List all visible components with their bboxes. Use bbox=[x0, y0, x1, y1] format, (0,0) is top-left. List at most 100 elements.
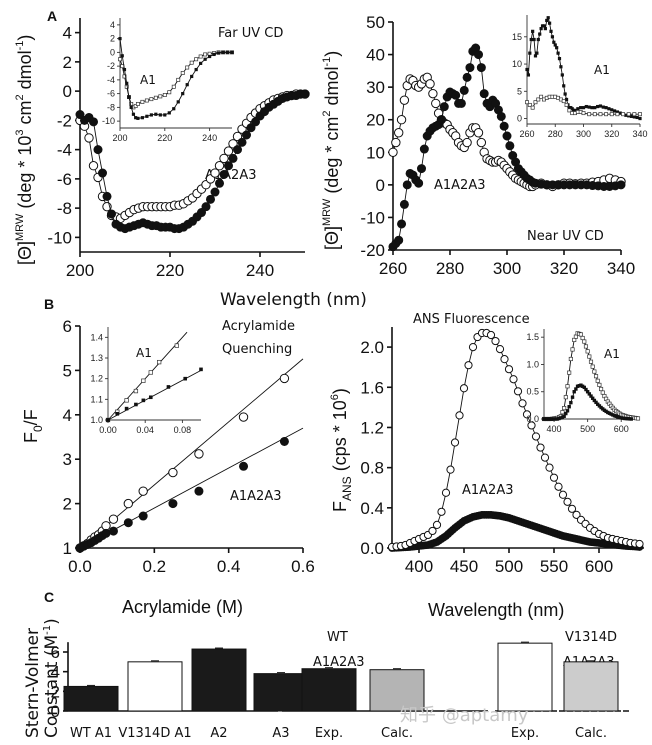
y-tick-label: 5 bbox=[517, 86, 522, 96]
data-point bbox=[527, 102, 532, 107]
data-point bbox=[504, 365, 514, 374]
data-point bbox=[609, 112, 614, 117]
sv-group3-label-line1: V1314D bbox=[565, 630, 617, 645]
data-point bbox=[529, 37, 533, 42]
data-point bbox=[446, 465, 455, 474]
data-point bbox=[565, 384, 570, 389]
near-uv-cd-ylabel: [Θ]MRW (deg * cm2 dmol-1) bbox=[321, 51, 342, 250]
data-point bbox=[233, 145, 243, 155]
data-point bbox=[199, 367, 203, 372]
data-point bbox=[107, 209, 117, 219]
data-point bbox=[549, 473, 559, 482]
data-point bbox=[203, 52, 208, 57]
y-tick-label: -6 bbox=[107, 89, 115, 99]
data-point bbox=[98, 168, 108, 178]
ylabel-close: ) bbox=[15, 35, 35, 41]
y-tick-label: 0 bbox=[517, 114, 522, 124]
series-line bbox=[544, 332, 639, 420]
data-point bbox=[185, 65, 190, 70]
data-point bbox=[124, 398, 129, 403]
y-tick-label: 0.5 bbox=[526, 387, 539, 397]
data-point bbox=[439, 102, 449, 112]
ylabel-dmol: dmol bbox=[15, 50, 35, 94]
data-point bbox=[638, 112, 642, 117]
data-point bbox=[158, 113, 162, 117]
data-point bbox=[158, 94, 163, 99]
data-point bbox=[216, 51, 221, 55]
data-point bbox=[141, 398, 146, 403]
x-tick-label: 300 bbox=[493, 259, 521, 278]
data-point bbox=[570, 395, 575, 399]
y-tick-label: 2.0 bbox=[360, 338, 384, 357]
data-point bbox=[468, 342, 478, 352]
y-tick-label: 1.1 bbox=[90, 394, 103, 404]
data-point bbox=[581, 106, 586, 110]
y-tick-label: -10 bbox=[102, 116, 115, 126]
data-point bbox=[590, 396, 595, 400]
data-point bbox=[133, 104, 138, 108]
data-point bbox=[563, 92, 567, 96]
data-point bbox=[402, 180, 412, 190]
data-point bbox=[558, 490, 568, 499]
data-point bbox=[592, 369, 597, 374]
y-tick-label: -2 bbox=[57, 111, 72, 130]
data-point bbox=[172, 107, 176, 111]
ans-ylabel: FANS (cps * 106) bbox=[329, 388, 354, 512]
data-point bbox=[476, 137, 487, 148]
data-point bbox=[464, 361, 473, 370]
svg-text:FANS (cps * 106): FANS (cps * 106) bbox=[329, 388, 354, 512]
data-point bbox=[120, 54, 124, 58]
data-point bbox=[176, 100, 180, 104]
x-tick-label: 260 bbox=[379, 259, 407, 278]
data-point bbox=[89, 117, 99, 127]
data-point bbox=[568, 356, 573, 362]
data-point bbox=[419, 144, 429, 154]
y-tick-label: 5 bbox=[63, 361, 72, 380]
y-tick-label: 0.0 bbox=[360, 539, 384, 558]
ylabel-theta: [Θ] bbox=[15, 241, 35, 265]
data-point bbox=[554, 482, 563, 491]
data-point bbox=[108, 514, 119, 524]
data-point bbox=[570, 107, 574, 111]
y-tick-label: 40 bbox=[366, 46, 385, 65]
y-tick-label: 50 bbox=[366, 13, 385, 32]
y-tick-label: 4 bbox=[51, 663, 60, 682]
data-point bbox=[583, 344, 589, 349]
data-point bbox=[459, 384, 469, 393]
data-point bbox=[545, 463, 554, 472]
ylabel-expm1: -1 bbox=[14, 41, 26, 51]
fit-line bbox=[79, 427, 304, 549]
data-point bbox=[208, 54, 212, 59]
data-point bbox=[203, 57, 207, 61]
ylabel-exp2: 2 bbox=[14, 94, 26, 100]
y-tick-label: 10 bbox=[366, 143, 385, 162]
data-point bbox=[300, 89, 310, 99]
x-tick-label: 260 bbox=[519, 129, 534, 139]
y-tick-label: 1.2 bbox=[90, 374, 103, 384]
data-point bbox=[136, 116, 140, 120]
data-point bbox=[540, 453, 550, 462]
data-point bbox=[584, 104, 588, 109]
data-point bbox=[450, 438, 460, 447]
data-point bbox=[635, 416, 641, 421]
near-uv-title: Near UV CD bbox=[527, 229, 604, 244]
ans-xlabel: Wavelength (nm) bbox=[428, 600, 564, 620]
data-point bbox=[598, 112, 603, 117]
data-point bbox=[564, 102, 569, 107]
data-point bbox=[616, 180, 626, 190]
data-point bbox=[183, 376, 187, 381]
ans-fluorescence-chart: FANS (cps * 106) ANS Fluorescence A1A2A3… bbox=[329, 312, 644, 620]
ylabel-rest: /F bbox=[21, 409, 41, 425]
sv-group2-label-line1: WT bbox=[327, 630, 348, 645]
data-point bbox=[181, 92, 185, 96]
data-point bbox=[598, 104, 603, 108]
data-point bbox=[84, 133, 94, 143]
y-tick-label: 4 bbox=[110, 20, 115, 30]
data-point bbox=[599, 386, 604, 392]
data-point bbox=[527, 421, 536, 430]
data-point bbox=[201, 202, 211, 212]
ylabel-close: ) bbox=[330, 388, 350, 394]
data-point bbox=[587, 105, 591, 109]
data-point bbox=[162, 93, 167, 97]
x-tick-label: 240 bbox=[246, 261, 274, 280]
